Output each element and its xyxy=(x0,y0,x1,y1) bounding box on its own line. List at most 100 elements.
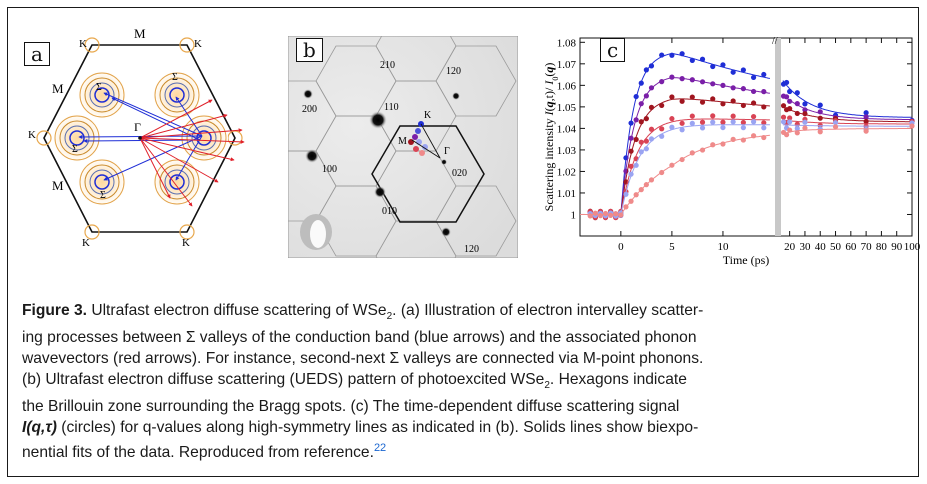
data-point xyxy=(699,99,706,105)
data-point xyxy=(689,150,695,156)
data-point xyxy=(648,104,655,110)
caption-sub: 2 xyxy=(544,380,550,392)
data-point xyxy=(730,69,736,75)
data-point xyxy=(761,120,767,126)
data-point xyxy=(832,120,839,126)
fit-line-1 xyxy=(580,77,912,215)
data-point xyxy=(750,113,757,120)
data-point xyxy=(780,103,787,109)
q-path-markers xyxy=(408,121,428,156)
y-tick-label: 1.05 xyxy=(557,102,577,114)
data-point xyxy=(730,98,736,104)
panel-a-label: a xyxy=(24,42,50,66)
figure-label: Figure 3. xyxy=(22,302,87,319)
data-point xyxy=(780,119,787,125)
data-point xyxy=(730,136,736,142)
data-point xyxy=(699,147,706,153)
panel-c-chart: // 1 1.01 1.02 1.03 1.04 1.05 1.06 1.07 1.08 0 5 10 2… xyxy=(542,36,920,267)
x-tick-label: 90 xyxy=(891,241,903,253)
label-k: K xyxy=(79,38,87,50)
y-axis-label-part: q xyxy=(542,67,556,73)
panel-b-label: b xyxy=(296,38,323,62)
data-point xyxy=(699,79,706,85)
data-point xyxy=(787,106,793,112)
label-gamma: Γ xyxy=(444,146,450,157)
x-tick-label: 30 xyxy=(799,241,811,253)
data-point xyxy=(659,133,665,139)
plot-frame xyxy=(579,37,913,237)
label-m: M xyxy=(52,178,64,193)
data-point xyxy=(659,79,665,85)
data-point xyxy=(689,57,695,63)
data-point xyxy=(699,119,706,125)
data-point xyxy=(863,128,869,134)
caption-line-3: wavevectors (red arrows). For instance, … xyxy=(22,350,704,368)
data-point xyxy=(761,104,767,110)
label-k: K xyxy=(28,129,36,141)
spot-label: 120 xyxy=(446,66,461,77)
data-point xyxy=(628,198,634,204)
data-point xyxy=(633,136,639,143)
highlighted-zone xyxy=(371,125,485,223)
label-sigma: Σ xyxy=(72,144,78,155)
data-point xyxy=(648,63,655,69)
data-point xyxy=(787,119,793,125)
caption-text: (b) Ultrafast electron diffuse scatterin… xyxy=(22,371,545,389)
data-point xyxy=(659,102,665,109)
data-point xyxy=(648,126,655,132)
reference-link[interactable]: 22 xyxy=(373,442,387,455)
data-point xyxy=(638,101,644,107)
data-point xyxy=(720,124,726,131)
label-sigma: Σ xyxy=(172,72,178,83)
data-point xyxy=(720,62,726,68)
data-point xyxy=(689,113,695,119)
x-tick-label: 50 xyxy=(830,241,842,253)
data-point xyxy=(608,212,614,218)
y-axis-label-part: ( xyxy=(542,107,556,111)
spot-label: 110 xyxy=(384,102,399,113)
data-point xyxy=(623,191,629,197)
data-point xyxy=(720,101,726,107)
data-point xyxy=(710,142,716,148)
data-point xyxy=(679,156,685,163)
data-point xyxy=(628,148,634,154)
data-point xyxy=(648,85,655,91)
y-axis-label-part: q xyxy=(542,101,556,107)
data-point xyxy=(618,212,624,218)
data-point xyxy=(761,125,767,131)
data-point xyxy=(802,125,808,131)
caption-title: Ultrafast electron diffuse scattering of… xyxy=(87,302,387,319)
data-point xyxy=(740,119,746,126)
label-k: K xyxy=(424,110,432,121)
data-point xyxy=(740,86,746,92)
panel-a-brillouin-zone: K K K K K M M M Γ Σ Σ Σ Σ xyxy=(28,26,245,249)
data-point xyxy=(783,79,790,86)
y-axis-label-part: ( xyxy=(542,73,556,77)
data-point xyxy=(802,107,808,113)
data-point xyxy=(832,124,839,130)
caption-line-2: ing processes between Σ valleys of the c… xyxy=(22,329,697,347)
label-k: K xyxy=(194,38,202,50)
y-tick-label: 1.07 xyxy=(557,59,577,71)
data-point xyxy=(780,114,787,120)
data-point xyxy=(602,210,609,217)
data-point xyxy=(720,141,726,147)
brillouin-hexagon xyxy=(43,44,236,233)
data-point xyxy=(740,137,746,143)
data-point xyxy=(802,119,808,125)
data-point xyxy=(679,98,685,104)
x-axis-label: Time (ps) xyxy=(723,253,770,267)
data-point xyxy=(720,119,726,125)
caption-text: . (a) Illustration of electron intervall… xyxy=(392,302,704,319)
x-tick-label: 5 xyxy=(669,241,675,253)
data-point xyxy=(794,101,800,107)
data-point xyxy=(638,187,644,193)
axis-break-mark: // xyxy=(772,36,778,47)
data-point xyxy=(909,123,915,129)
data-point xyxy=(679,120,685,126)
spot-label: 100 xyxy=(322,164,337,175)
label-k: K xyxy=(182,237,190,249)
data-point xyxy=(750,133,757,139)
data-point xyxy=(699,56,706,62)
data-point xyxy=(679,51,685,57)
